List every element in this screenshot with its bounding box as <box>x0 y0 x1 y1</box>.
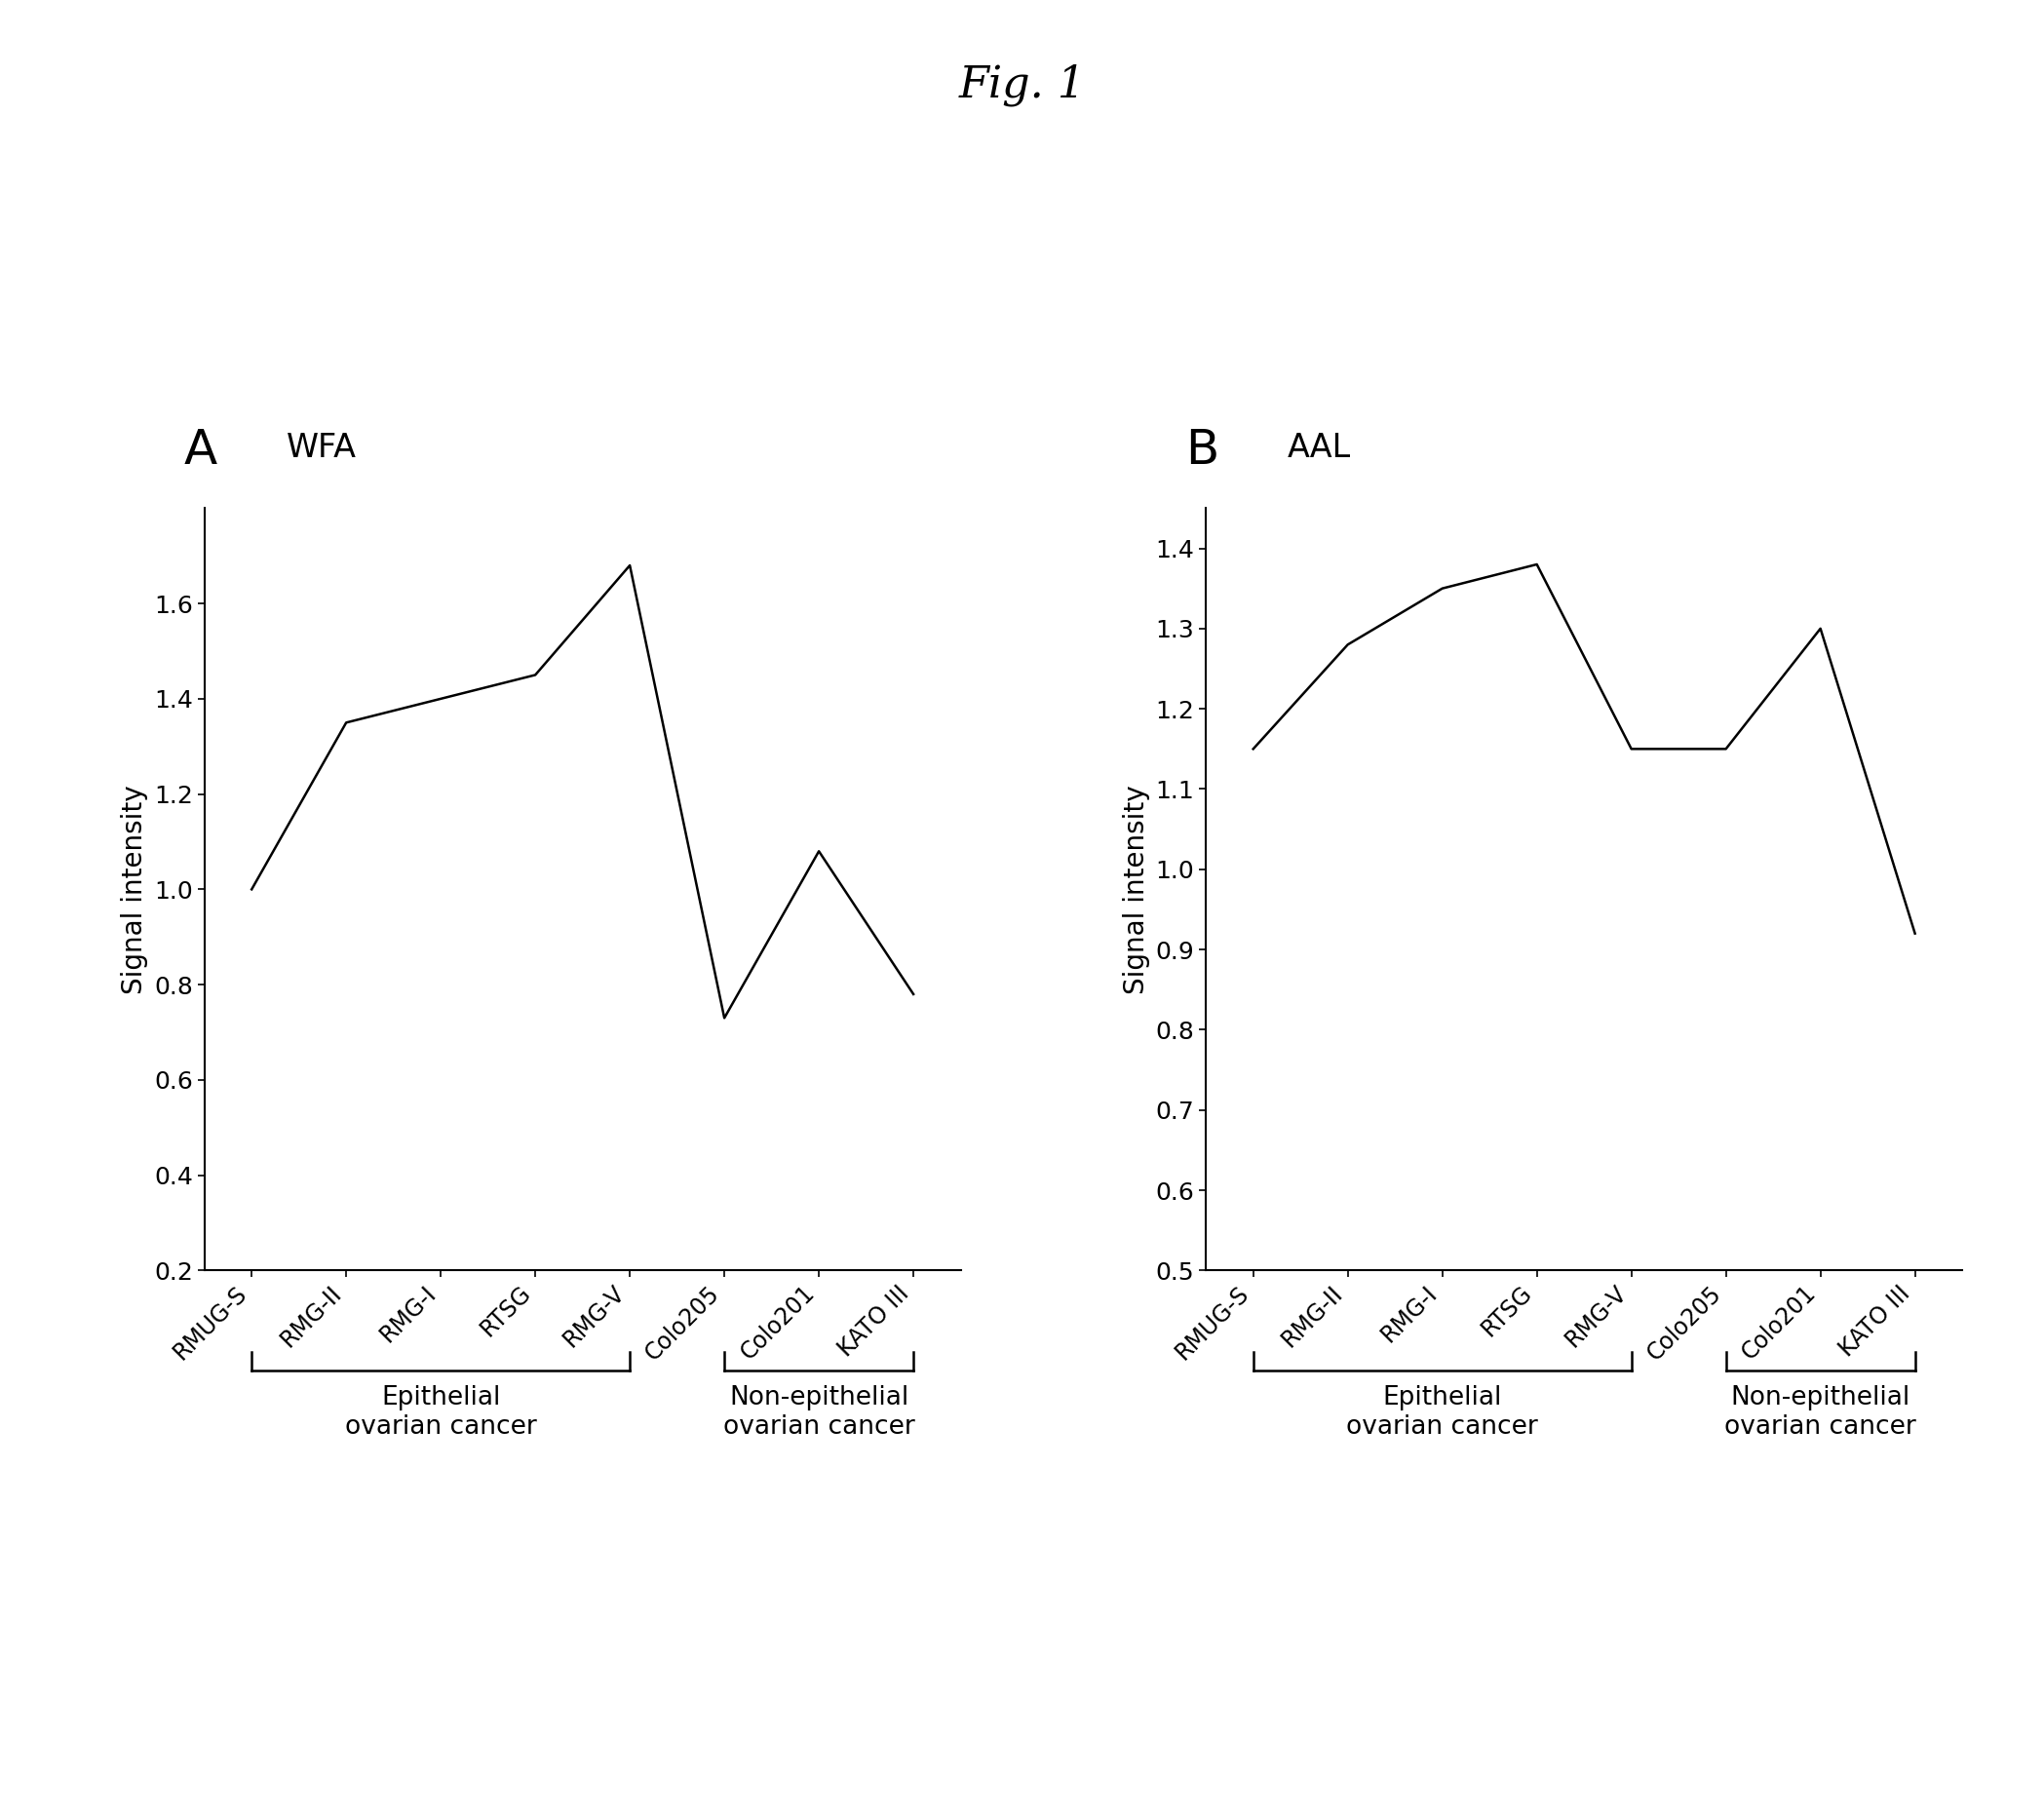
Text: Epithelial
ovarian cancer: Epithelial ovarian cancer <box>345 1385 538 1439</box>
Text: AAL: AAL <box>1288 432 1351 465</box>
Text: Epithelial
ovarian cancer: Epithelial ovarian cancer <box>1347 1385 1539 1439</box>
Text: Non-epithelial
ovarian cancer: Non-epithelial ovarian cancer <box>1725 1385 1917 1439</box>
Text: Non-epithelial
ovarian cancer: Non-epithelial ovarian cancer <box>724 1385 916 1439</box>
Y-axis label: Signal intensity: Signal intensity <box>1122 784 1151 995</box>
Text: Fig. 1: Fig. 1 <box>959 64 1085 105</box>
Text: B: B <box>1186 427 1218 474</box>
Y-axis label: Signal intensity: Signal intensity <box>121 784 149 995</box>
Text: WFA: WFA <box>286 432 356 465</box>
Text: A: A <box>184 427 217 474</box>
